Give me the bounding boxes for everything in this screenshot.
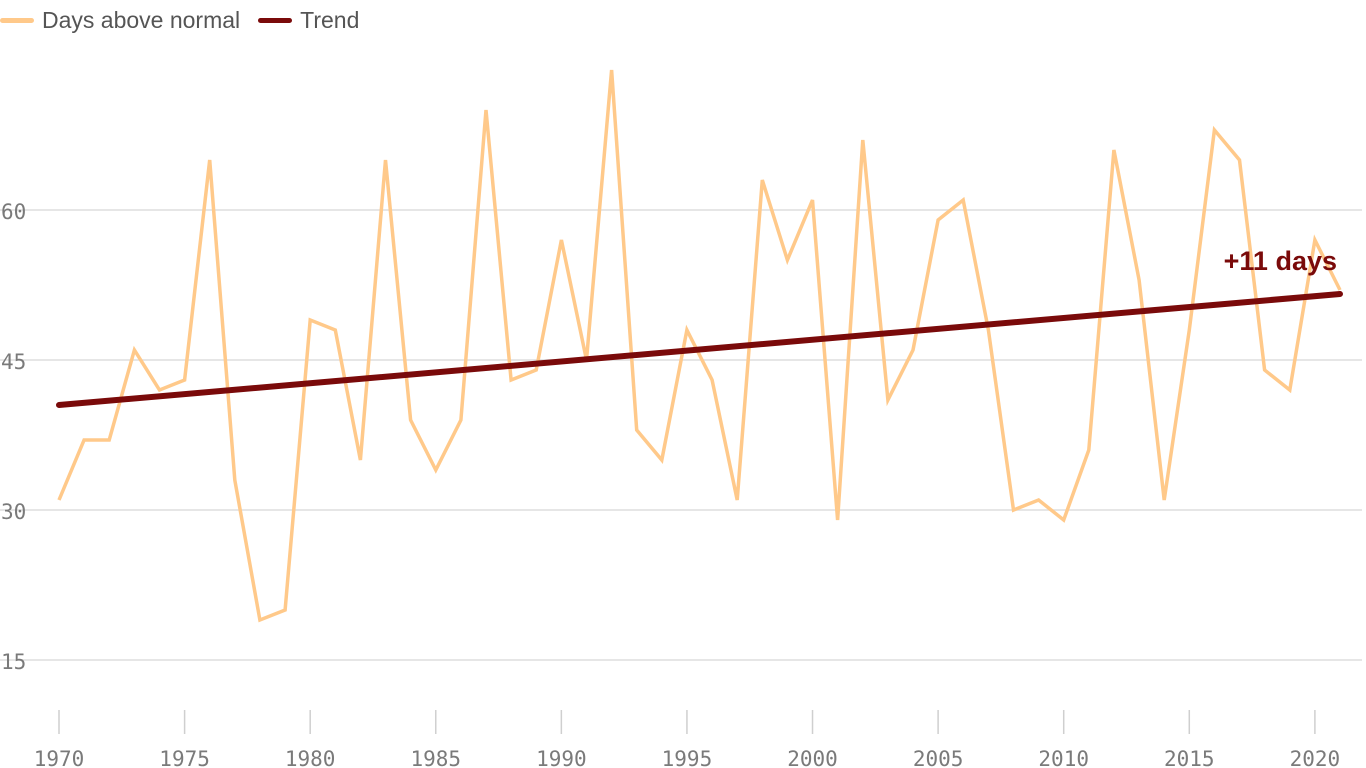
x-tick-label-2015: 2015: [1164, 747, 1215, 768]
series-line-days-above-normal: [57, 69, 1342, 623]
legend-label-trend: Trend: [300, 6, 360, 33]
x-tick-label-2020: 2020: [1290, 747, 1341, 768]
x-tick-label-1985: 1985: [410, 747, 461, 768]
x-tick-label-2000: 2000: [787, 747, 838, 768]
x-tick-label-1975: 1975: [159, 747, 210, 768]
y-tick-label-15: 15: [1, 650, 26, 674]
legend-label-days-above-normal: Days above normal: [42, 6, 241, 33]
y-tick-label-45: 45: [1, 350, 26, 374]
y-tick-label-30: 30: [1, 500, 26, 524]
x-tick-label-1990: 1990: [536, 747, 587, 768]
legend-item-days-above-normal: Days above normal: [0, 7, 240, 34]
legend: Days above normal Trend: [0, 6, 377, 34]
trend-annotation: +11 days: [1224, 246, 1337, 276]
x-tick-label-1995: 1995: [662, 747, 713, 768]
series-line-trend: [56, 291, 1343, 408]
x-axis-ticks: 1970 1975 1980 1985 1990 1995 2000 2005 2010 2015…: [34, 710, 1340, 768]
y-tick-label-60: 60: [1, 200, 26, 224]
x-tick-label-1970: 1970: [34, 747, 85, 768]
legend-swatch-days-above-normal: [0, 17, 34, 23]
y-axis-ticks: 15 30 45 60: [1, 200, 26, 674]
x-tick-label-2010: 2010: [1038, 747, 1089, 768]
series-lines: [56, 69, 1343, 623]
x-tick-label-1980: 1980: [285, 747, 336, 768]
legend-swatch-trend: [258, 17, 293, 23]
x-tick-label-2005: 2005: [913, 747, 964, 768]
legend-item-trend: Trend: [258, 7, 359, 34]
